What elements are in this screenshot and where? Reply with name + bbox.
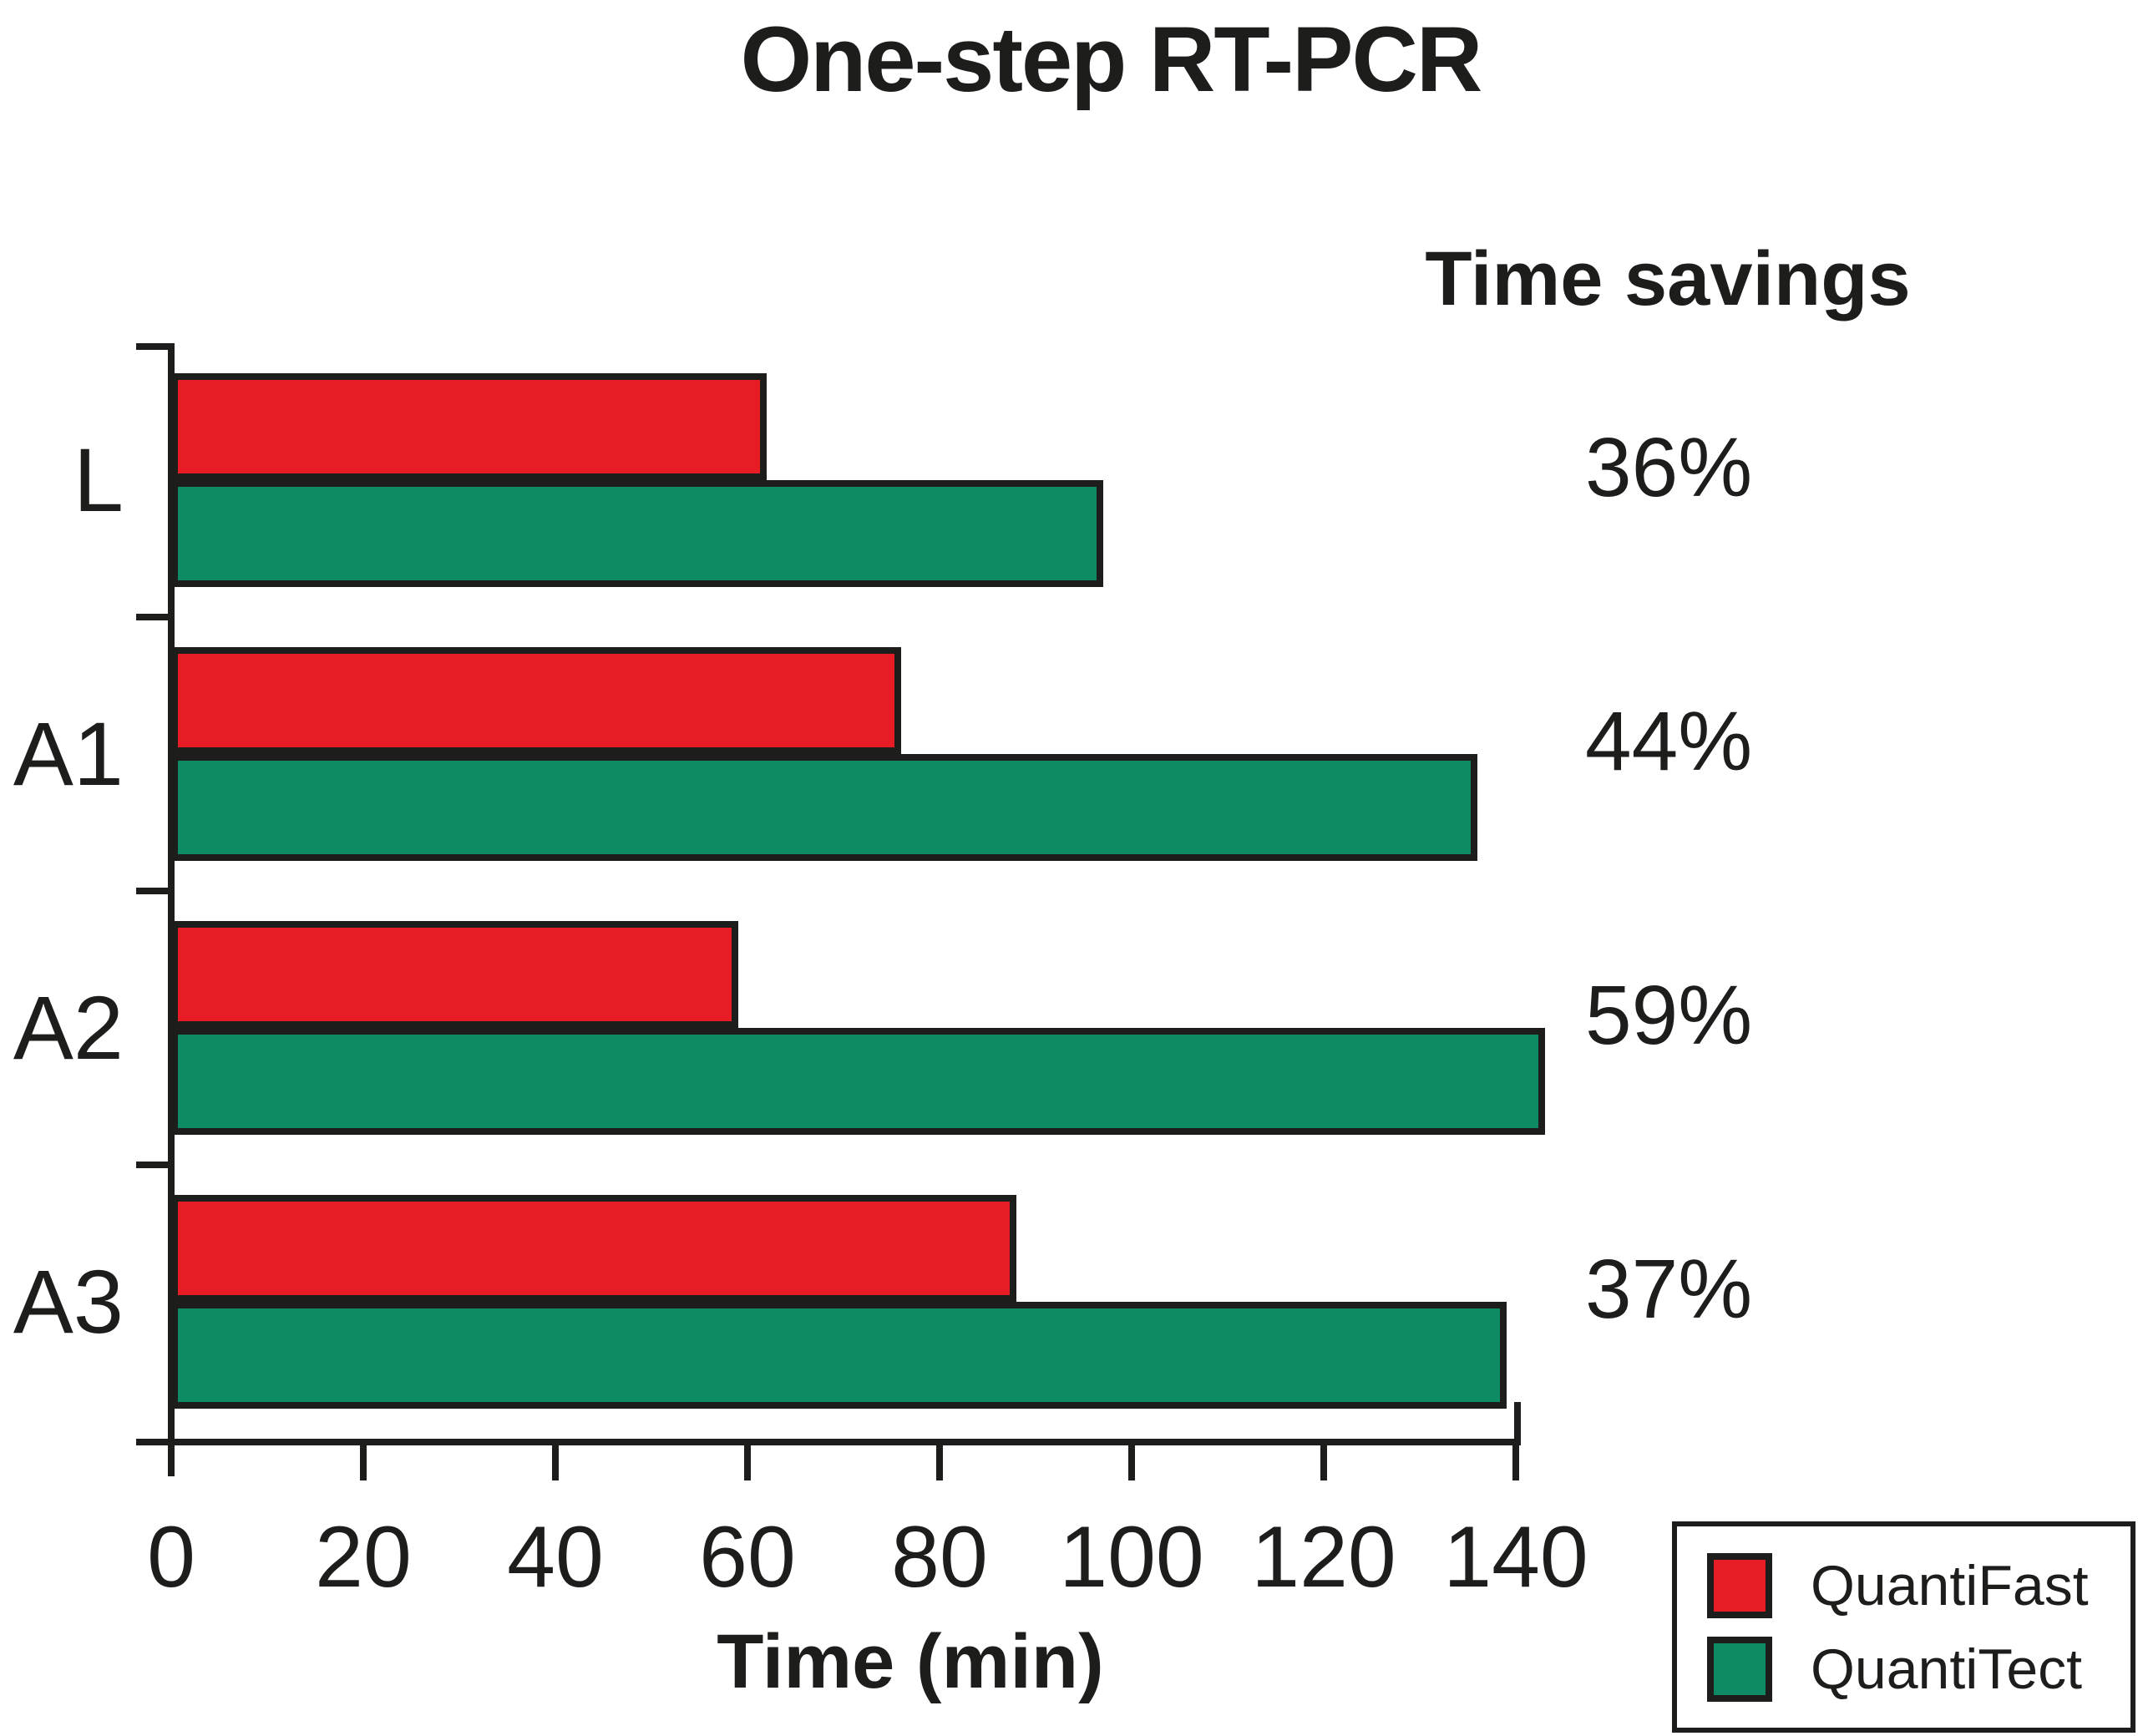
chart-title: One-step RT-PCR xyxy=(740,8,1483,111)
x-tick-40 xyxy=(552,1445,559,1480)
x-tick-140 xyxy=(1512,1445,1519,1480)
x-tick-label-60: 60 xyxy=(699,1509,796,1606)
legend-label-quantitect: QuantiTect xyxy=(1811,1637,2083,1701)
legend-label-quantifast: QuantiFast xyxy=(1811,1553,2089,1617)
x-tick-120 xyxy=(1320,1445,1327,1480)
x-tick-80 xyxy=(936,1445,943,1480)
savings-label-L: 36% xyxy=(1585,421,1753,514)
time-savings-header: Time savings xyxy=(1425,236,1911,321)
bar-quantifast-A1 xyxy=(171,647,901,754)
x-axis-title: Time (min) xyxy=(717,1619,1104,1704)
bar-quantitect-A2 xyxy=(171,1028,1545,1135)
x-tick-label-40: 40 xyxy=(507,1509,604,1606)
category-label-A2: A2 xyxy=(13,977,124,1078)
x-tick-label-100: 100 xyxy=(1059,1509,1204,1606)
bar-quantitect-A3 xyxy=(171,1302,1507,1409)
x-tick-60 xyxy=(744,1445,751,1480)
savings-label-A3: 37% xyxy=(1585,1243,1753,1336)
category-label-A3: A3 xyxy=(13,1251,124,1352)
y-tick-1 xyxy=(136,614,175,620)
bar-quantitect-L xyxy=(171,480,1103,587)
x-tick-label-80: 80 xyxy=(891,1509,988,1606)
y-axis xyxy=(168,343,175,1476)
savings-label-A1: 44% xyxy=(1585,695,1753,788)
legend: QuantiFast QuantiTect xyxy=(1672,1521,2135,1733)
y-tick-3 xyxy=(136,1162,175,1168)
x-tick-label-0: 0 xyxy=(147,1509,195,1606)
category-label-A1: A1 xyxy=(13,703,124,804)
legend-item-quantitect: QuantiTect xyxy=(1707,1636,2130,1702)
x-tick-label-120: 120 xyxy=(1251,1509,1396,1606)
x-tick-label-20: 20 xyxy=(315,1509,412,1606)
legend-item-quantifast: QuantiFast xyxy=(1707,1552,2130,1618)
x-tick-100 xyxy=(1128,1445,1135,1480)
x-tick-20 xyxy=(360,1445,367,1480)
legend-swatch-quantifast xyxy=(1707,1552,1772,1618)
bar-quantitect-A1 xyxy=(171,754,1477,861)
legend-swatch-quantitect xyxy=(1707,1636,1772,1702)
savings-label-A2: 59% xyxy=(1585,969,1753,1062)
y-tick-0 xyxy=(136,343,175,350)
x-tick-label-140: 140 xyxy=(1443,1509,1588,1606)
bar-quantifast-L xyxy=(171,373,767,480)
x-axis-end-stub xyxy=(1514,1402,1521,1439)
category-label-L: L xyxy=(73,429,124,530)
bar-quantifast-A3 xyxy=(171,1195,1016,1302)
x-axis xyxy=(136,1439,1521,1445)
bar-quantifast-A2 xyxy=(171,921,738,1028)
y-tick-2 xyxy=(136,888,175,894)
